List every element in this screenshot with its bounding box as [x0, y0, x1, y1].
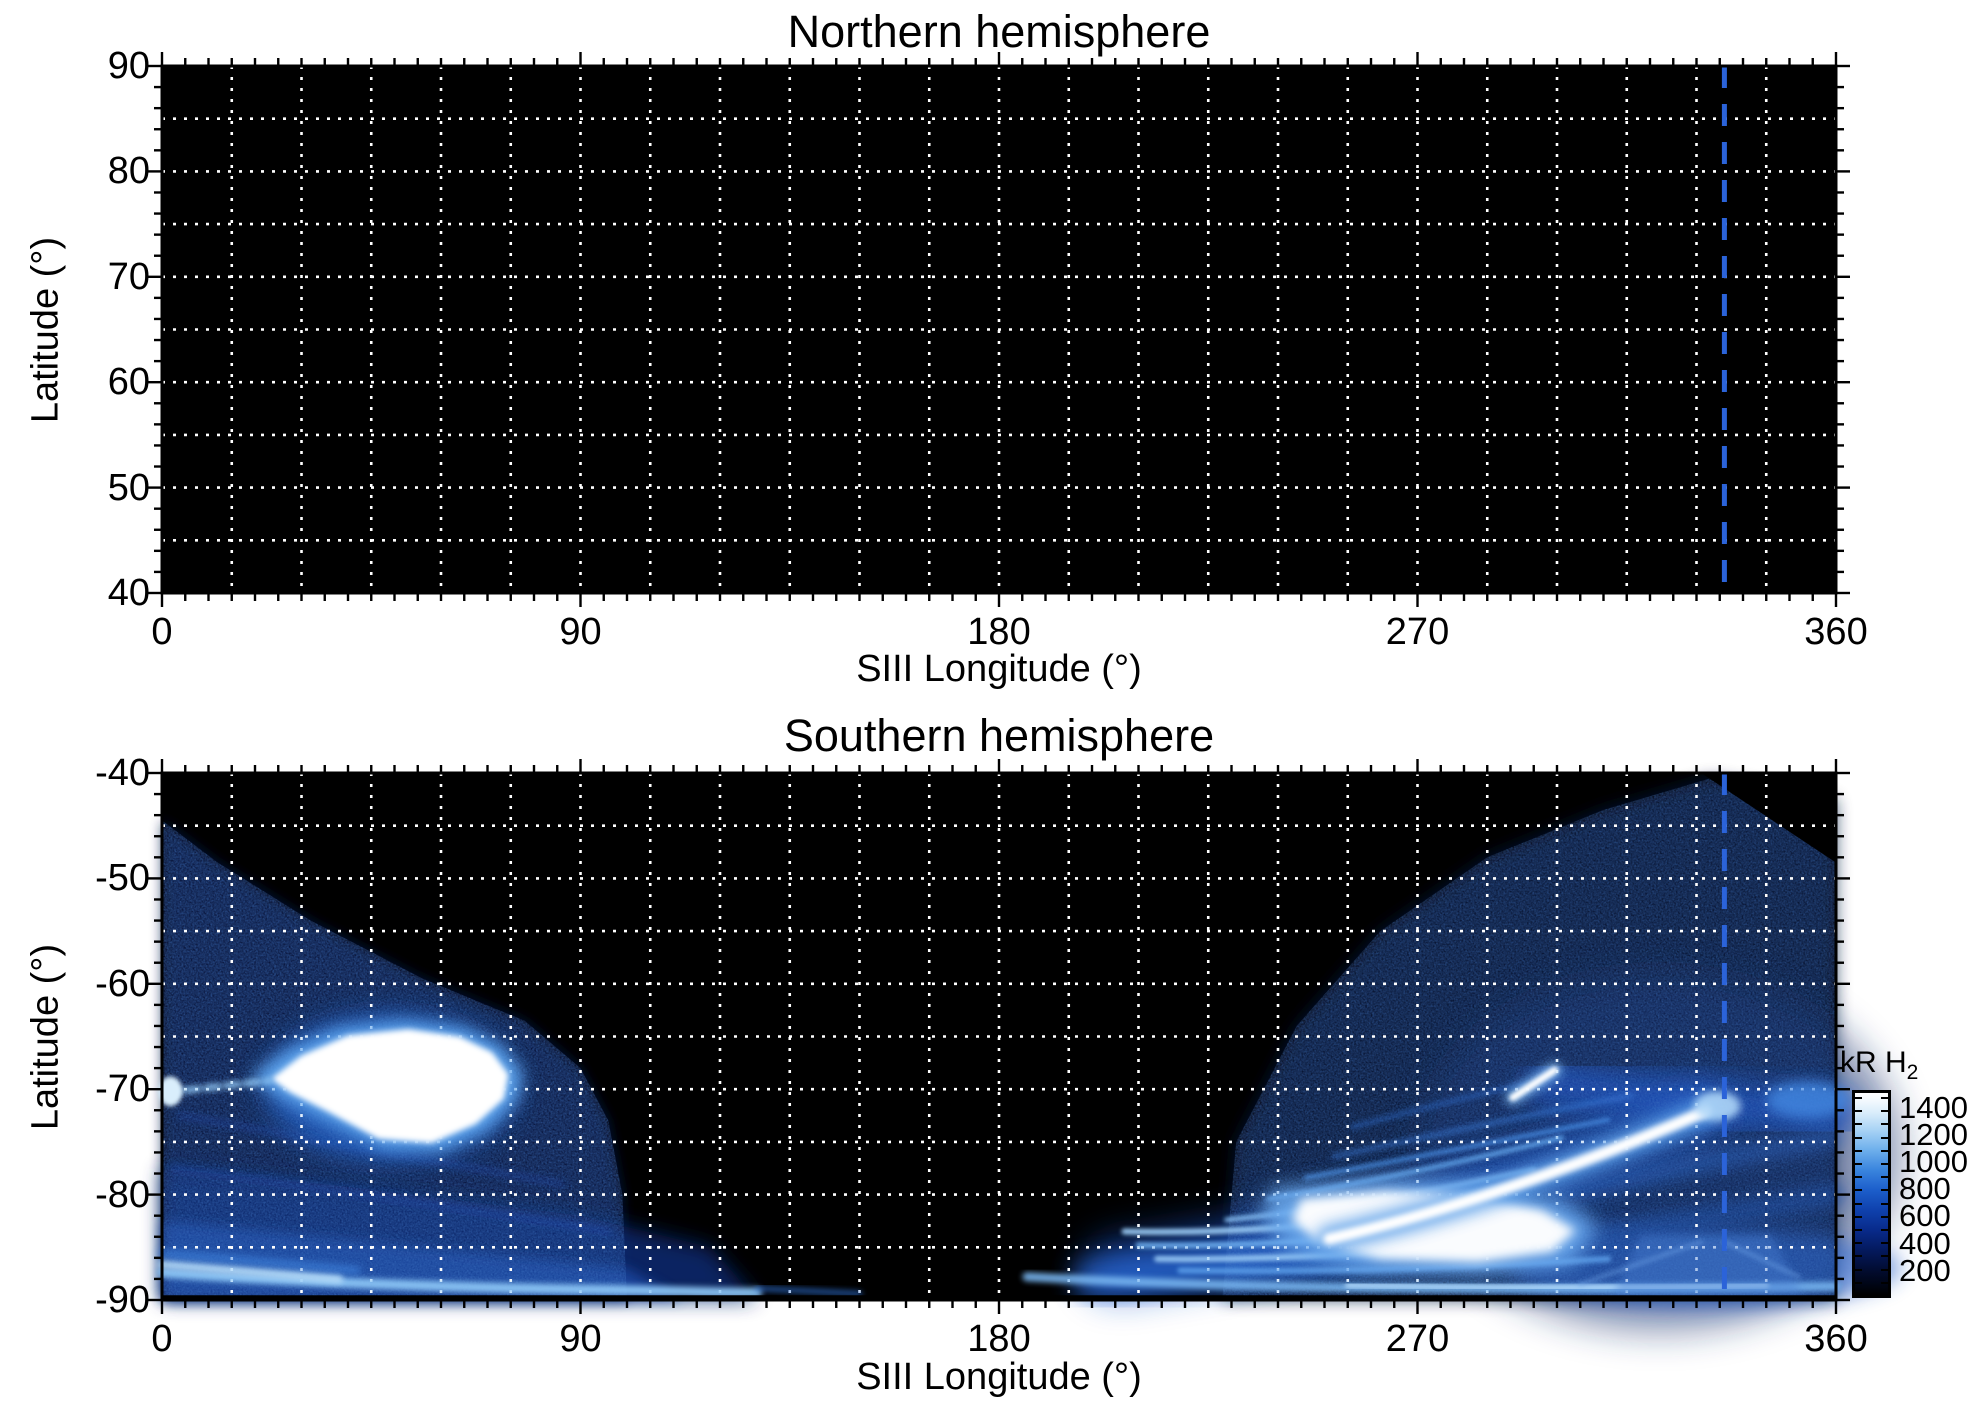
south-x-axis-title: SIII Longitude (°)	[856, 1356, 1142, 1398]
colorbar-tick	[1855, 1176, 1862, 1178]
colorbar-tick	[1881, 1097, 1888, 1099]
colorbar-tick-label: 600	[1899, 1198, 1951, 1233]
colorbar-tick	[1855, 1097, 1862, 1099]
colorbar-tick	[1855, 1269, 1862, 1271]
colorbar-tick	[1881, 1123, 1888, 1125]
south-x-tick-label: 270	[1385, 1318, 1450, 1360]
south-y-tick-label: -40	[95, 752, 150, 794]
gridlines	[162, 66, 1836, 593]
colorbar-tick-label: 1400	[1899, 1090, 1968, 1125]
colorbar-tick	[1855, 1110, 1862, 1112]
north-x-tick-label: 360	[1804, 611, 1868, 653]
feature-bottom-band-left	[157, 1267, 763, 1298]
colorbar	[1852, 1090, 1891, 1298]
colorbar-tick	[1881, 1242, 1888, 1244]
feature-black-corner-top-right	[1701, 773, 1836, 863]
south-panel-title: Southern hemisphere	[783, 710, 1215, 761]
north-x-axis-title: SIII Longitude (°)	[856, 648, 1142, 690]
south-y-tick-label: -90	[95, 1279, 150, 1321]
colorbar-tick	[1881, 1203, 1888, 1205]
south-y-tick-label: -80	[95, 1173, 150, 1216]
emission-layer-bright	[157, 1020, 1850, 1300]
colorbar-tick-label: 1200	[1899, 1117, 1968, 1152]
colorbar-tick	[1855, 1189, 1862, 1191]
feature-light-wedge-artifact	[1612, 1234, 1804, 1296]
south-panel-svg	[148, 759, 1902, 1332]
south-hemisphere-heatmap	[148, 759, 1902, 1332]
colorbar-tick	[1881, 1255, 1888, 1257]
north-panel-svg	[148, 52, 1850, 607]
feature-main-arc-saturated	[1323, 1105, 1712, 1245]
south-x-tick-label: 180	[967, 1318, 1031, 1360]
colorbar-tick	[1881, 1150, 1888, 1152]
south-x-tick-label: 0	[151, 1318, 173, 1360]
colorbar-tick	[1881, 1189, 1888, 1191]
colorbar-tick	[1855, 1216, 1862, 1218]
colorbar-tick	[1855, 1123, 1862, 1125]
colorbar-tick	[1881, 1269, 1888, 1271]
colorbar-tick	[1855, 1203, 1862, 1205]
colorbar-tick	[1881, 1176, 1888, 1178]
colorbar-tick	[1881, 1110, 1888, 1112]
colorbar-title: kR H2	[1840, 1046, 1919, 1084]
north-x-tick-label: 270	[1385, 611, 1450, 653]
north-panel-title: Northern hemisphere	[787, 6, 1211, 57]
colorbar-tick	[1855, 1137, 1862, 1139]
feature-main-arc-tip-flare	[1694, 1091, 1741, 1121]
feature-fan-streak-9	[1350, 1081, 1527, 1130]
feature-bright-patch-tail	[163, 1077, 273, 1096]
feature-bottom-band-left-bright	[157, 1259, 344, 1284]
feature-fan-streak-8	[1331, 1093, 1634, 1159]
feature-wedge-streak-2	[1721, 1239, 1802, 1280]
colorbar-tick-label: 200	[1899, 1253, 1951, 1288]
colorbar-tick	[1855, 1163, 1862, 1165]
south-x-tick-label: 90	[559, 1318, 602, 1360]
feature-bright-patch-saturated	[271, 1029, 509, 1143]
colorbar-tick	[1855, 1242, 1862, 1244]
feature-right-edge-band-spot	[1766, 1080, 1850, 1119]
feature-bright-mass-saturated	[1292, 1191, 1576, 1263]
colorbar-tick-label: 1000	[1899, 1144, 1968, 1179]
colorbar-tick-label: 400	[1899, 1226, 1951, 1261]
north-y-tick-label: 50	[107, 466, 150, 509]
north-y-tick-label: 40	[107, 572, 150, 614]
north-y-tick-label: 60	[107, 361, 150, 404]
south-y-tick-label: -60	[95, 962, 150, 1005]
north-y-tick-label: 80	[107, 150, 150, 193]
north-x-tick-label: 0	[151, 611, 173, 653]
feature-wedge-streak-1	[1577, 1239, 1704, 1287]
colorbar-tick	[1881, 1216, 1888, 1218]
panel-border	[160, 771, 1838, 1302]
feature-bottom-black-strip	[162, 1295, 1836, 1300]
south-y-tick-label: -70	[95, 1068, 150, 1111]
north-y-tick-label: 90	[107, 45, 150, 87]
gridlines	[162, 773, 1836, 1300]
colorbar-tick	[1855, 1282, 1862, 1284]
south-y-tick-label: -50	[95, 857, 150, 900]
colorbar-tick	[1881, 1282, 1888, 1284]
feature-speckle-noise-right	[1222, 778, 1836, 1300]
colorbar-tick	[1881, 1163, 1888, 1165]
north-hemisphere-heatmap	[148, 52, 1850, 607]
feature-secondary-band-left	[158, 1250, 361, 1274]
feature-mid-bottom-streak	[754, 1285, 863, 1297]
north-x-tick-label: 90	[559, 611, 602, 653]
feature-left-edge-spot	[158, 1076, 183, 1107]
north-y-tick-label: 70	[107, 255, 150, 298]
feature-comet-streak	[1509, 1066, 1559, 1102]
colorbar-tick	[1881, 1229, 1888, 1231]
colorbar-tick	[1855, 1150, 1862, 1152]
colorbar-tick	[1855, 1255, 1862, 1257]
colorbar-tick	[1855, 1229, 1862, 1231]
colorbar-tick	[1881, 1137, 1888, 1139]
colorbar-tick-label: 800	[1899, 1171, 1951, 1206]
feature-fan-streak-7	[1303, 1117, 1611, 1180]
south-x-tick-label: 360	[1804, 1318, 1868, 1360]
panel-border	[160, 64, 1838, 595]
north-x-tick-label: 180	[967, 611, 1031, 653]
